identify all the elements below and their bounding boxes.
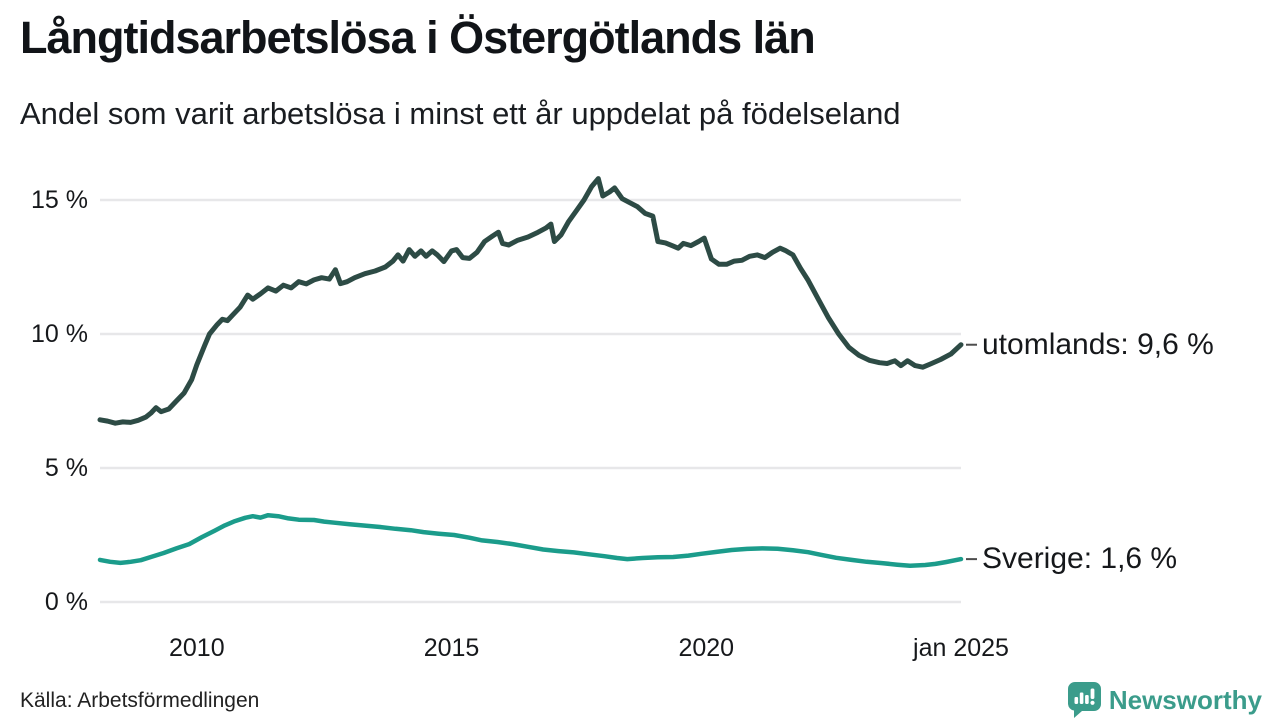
- x-axis-tick-label: 2015: [423, 634, 480, 662]
- y-axis-tick-label: 0 %: [44, 588, 88, 616]
- x-axis-tick-label: 2020: [678, 634, 735, 662]
- series-line-sverige: [97, 512, 964, 569]
- grid-layer: [100, 198, 961, 604]
- x-axis-tick-label: jan 2025: [913, 634, 1009, 662]
- series-end-label-sverige: Sverige: 1,6 %: [982, 542, 1178, 576]
- series-end-label-utomlands: utomlands: 9,6 %: [982, 327, 1214, 361]
- y-axis-tick-label: 15 %: [31, 186, 88, 214]
- series-layer: [97, 176, 964, 569]
- y-axis-tick-label: 5 %: [44, 454, 88, 482]
- brand-name: Newsworthy: [1108, 684, 1262, 715]
- page-title: Långtidsarbetslösa i Östergötlands län: [20, 12, 816, 63]
- newsworthy-logo-icon: [1067, 682, 1101, 718]
- brand-lockup: Newsworthy: [1067, 682, 1262, 718]
- y-axis-tick-label: 10 %: [31, 320, 88, 348]
- source-credit: Källa: Arbetsförmedlingen: [20, 689, 260, 712]
- page-subtitle: Andel som varit arbetslösa i minst ett å…: [20, 96, 901, 131]
- x-axis-tick-label: 2010: [168, 634, 225, 662]
- series-line-utomlands: [97, 176, 964, 426]
- end-tick-layer: [966, 343, 977, 561]
